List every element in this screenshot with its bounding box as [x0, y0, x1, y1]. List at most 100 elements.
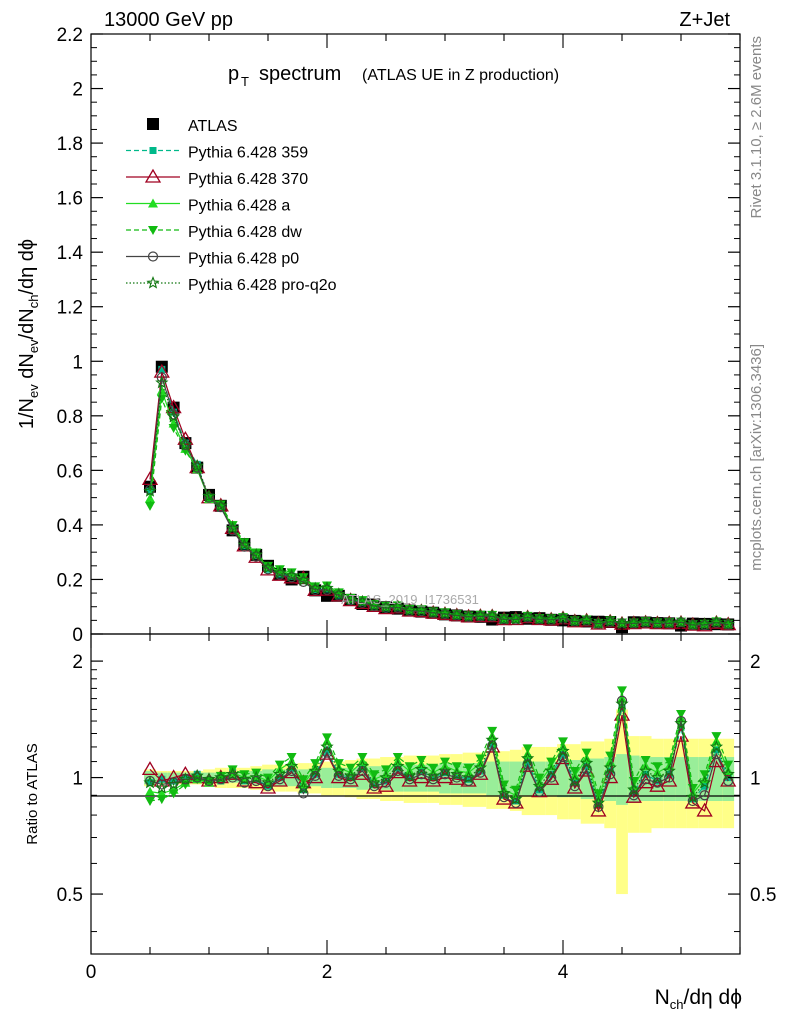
ratio-band-inner — [616, 754, 628, 805]
plot-title-paren: (ATLAS UE in Z production) — [362, 67, 559, 84]
ratio-y-tick-label: 2 — [72, 652, 83, 673]
data-point — [357, 596, 368, 606]
process-label: Z+Jet — [679, 9, 730, 31]
ratio-point — [215, 771, 226, 781]
ratio-point — [145, 786, 155, 796]
ratio-point — [625, 788, 642, 803]
data-point — [261, 560, 275, 574]
ratio-point — [472, 765, 489, 780]
ratio-point — [224, 765, 241, 780]
ratio-point — [335, 770, 343, 778]
ratio-point — [227, 772, 238, 783]
data-point — [461, 609, 476, 623]
ratio-y-tick-label-right: 2 — [750, 652, 761, 673]
data-point — [428, 607, 439, 617]
ratio-point — [650, 770, 665, 784]
ratio-point — [355, 759, 370, 772]
data-point — [215, 502, 226, 513]
ratio-point — [440, 757, 450, 767]
legend-marker — [148, 198, 158, 208]
ratio-point — [556, 744, 570, 757]
data-point — [251, 551, 262, 562]
x-tick-label: 4 — [558, 962, 569, 983]
ratio-point — [709, 739, 724, 753]
data-point — [322, 581, 332, 591]
watermark: ATLAS_2019_I1736531 — [341, 592, 479, 607]
data-point — [615, 616, 629, 630]
ratio-point — [166, 777, 181, 791]
ratio-point — [699, 770, 710, 780]
ratio-point — [499, 780, 509, 790]
ratio-point — [357, 753, 368, 763]
data-point — [450, 608, 464, 621]
y-tick-label: 1.2 — [57, 298, 83, 319]
ratio-point — [273, 767, 287, 780]
ratio-point — [522, 744, 533, 754]
main-panel: ATLAS_2019_I1736531 0 0.2 0.4 0.6 0.8 1 1.2 1.4… — [16, 25, 741, 646]
ratio-point — [569, 766, 580, 776]
ratio-band-inner — [675, 757, 687, 801]
ratio-point — [311, 770, 319, 778]
ratio-y-tick-label: 1 — [72, 769, 83, 790]
ratio-y-tick-label-right: 1 — [750, 769, 761, 790]
ratio-point — [181, 774, 189, 782]
data-point — [546, 614, 557, 624]
data-point — [627, 616, 641, 629]
y-tick-label: 0.8 — [57, 407, 83, 428]
main-marks — [141, 360, 737, 634]
ratio-point — [310, 770, 321, 782]
ratio-point — [535, 786, 543, 794]
ratio-point — [333, 759, 344, 769]
ratio-point — [274, 760, 285, 770]
data-point — [686, 617, 700, 631]
ratio-point — [332, 763, 346, 777]
ratio-point — [697, 775, 712, 789]
ratio-point — [416, 756, 427, 766]
data-point — [274, 569, 285, 580]
data-point — [203, 492, 215, 503]
data-point — [190, 458, 204, 472]
legend-marker — [147, 251, 159, 262]
ratio-point — [261, 775, 275, 789]
ratio-point — [723, 760, 734, 770]
data-point — [155, 375, 169, 389]
legend-label: Pythia 6.428 359 — [188, 145, 308, 162]
ratio-band-inner — [498, 761, 510, 796]
ratio-point — [451, 772, 462, 783]
legend-entry: Pythia 6.428 359 — [126, 145, 308, 162]
ratio-point — [686, 790, 700, 803]
ratio-point — [288, 764, 296, 772]
ratio-point — [603, 760, 617, 774]
ratio-point — [593, 789, 604, 799]
ratio-point — [404, 774, 415, 785]
data-point — [156, 385, 167, 395]
data-point — [379, 600, 393, 613]
data-point — [146, 487, 154, 495]
data-point — [321, 584, 333, 595]
ratio-point — [178, 772, 193, 785]
legend-entry: Pythia 6.428 a — [126, 198, 290, 215]
data-point — [438, 606, 452, 620]
data-point — [143, 484, 157, 497]
data-point — [485, 608, 499, 622]
legend-marker — [144, 168, 162, 183]
ratio-point — [155, 780, 169, 794]
y-tick-label: 0.6 — [57, 461, 83, 482]
ratio-y-axis-label: Ratio to ATLAS — [24, 743, 41, 844]
ratio-band-inner — [321, 767, 333, 788]
data-point — [333, 590, 344, 601]
ratio-band-inner — [509, 761, 522, 796]
ratio-point — [591, 795, 606, 809]
series-line — [149, 369, 729, 626]
ratio-point — [652, 762, 663, 772]
y-tick-label: 1.4 — [57, 243, 84, 264]
ratio-point — [394, 764, 402, 772]
ratio-point — [520, 751, 535, 765]
ratio-band-inner — [521, 761, 534, 796]
ratio-point — [347, 774, 355, 782]
ratio-point — [664, 757, 675, 767]
ratio-point — [271, 772, 288, 787]
ratio-point — [404, 762, 415, 772]
ratio-band-inner — [592, 758, 605, 800]
ratio-frame — [90, 633, 741, 955]
